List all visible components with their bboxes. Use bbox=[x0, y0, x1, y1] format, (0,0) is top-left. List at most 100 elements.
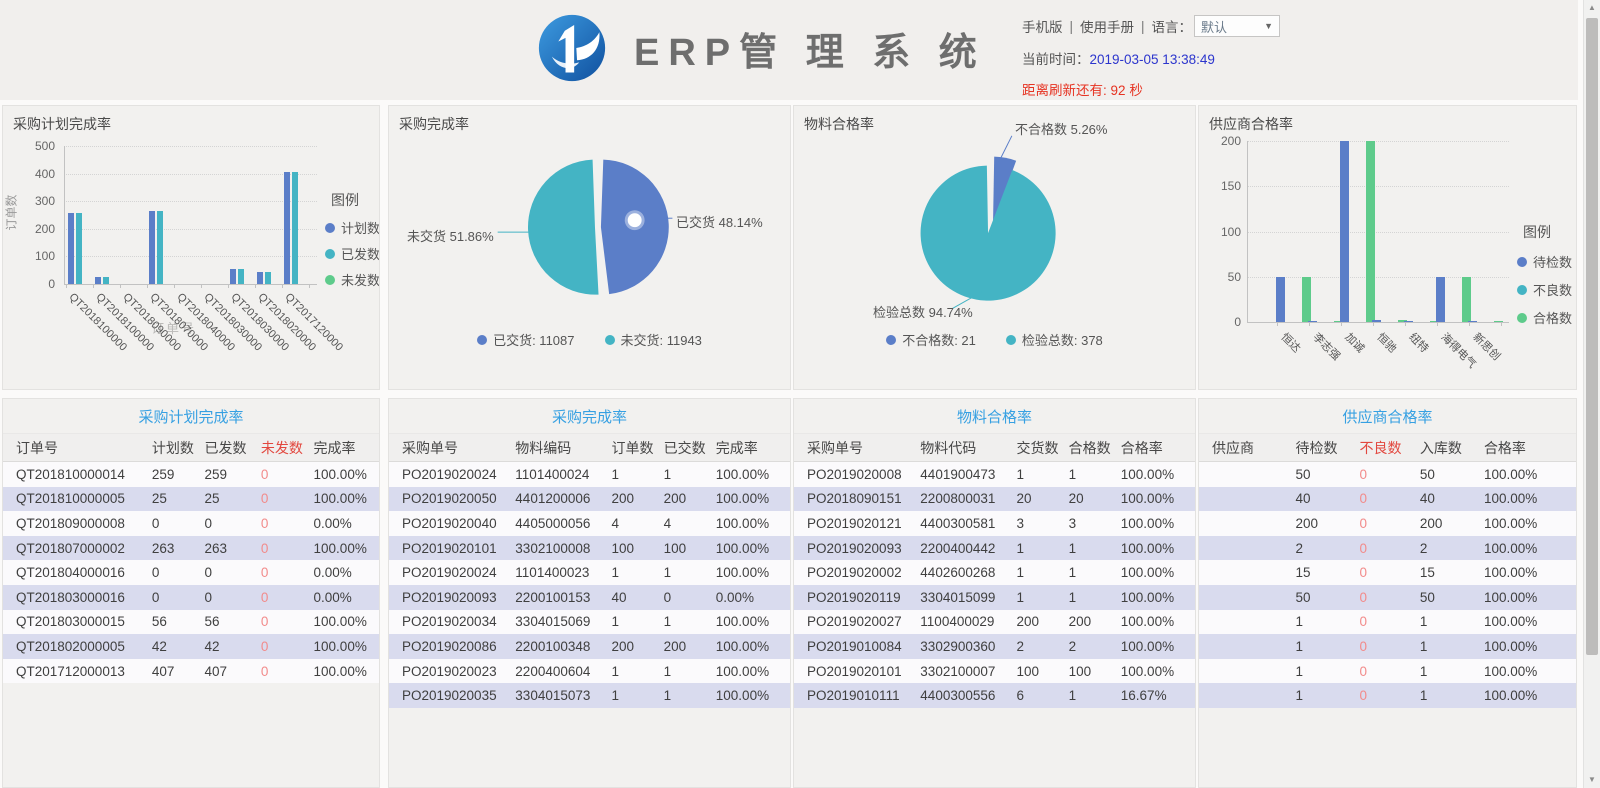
pie-slice-label: 不合格数 5.26% bbox=[1015, 122, 1108, 137]
column-header: 不良数 bbox=[1353, 433, 1414, 462]
column-header: 供应商 bbox=[1199, 433, 1290, 462]
legend-item[interactable]: 不合格数: 21 bbox=[886, 330, 976, 349]
table-cell: 1 bbox=[1010, 535, 1063, 561]
table-cell: 100 bbox=[1010, 658, 1063, 684]
table-cell: 1 bbox=[605, 683, 658, 708]
legend-item[interactable]: 检验总数: 378 bbox=[1005, 330, 1103, 349]
axis-tick-label: 500 bbox=[34, 139, 55, 153]
table-row: PO2019010084 3302900360 2 2 100.00% bbox=[794, 634, 1195, 659]
table-cell: 200 bbox=[657, 486, 710, 512]
table-cell: QT201804000016 bbox=[3, 560, 146, 585]
language-label: 语言： bbox=[1151, 20, 1193, 35]
language-select[interactable]: 默认 ▼ bbox=[1194, 15, 1281, 37]
table-cell: 2 bbox=[1289, 535, 1354, 561]
table-cell: 100.00% bbox=[709, 683, 790, 708]
bar bbox=[1429, 321, 1439, 322]
table-cell: 25 bbox=[198, 486, 255, 512]
bar bbox=[1365, 141, 1375, 322]
data-table: 采购单号 物料代码 交货数 合格数 合格率 PO2019020008 4401900473 1… bbox=[794, 433, 1195, 708]
legend-item[interactable]: 未发数 bbox=[325, 270, 379, 289]
table-cell: 4 bbox=[605, 511, 658, 536]
x-axis-tick bbox=[227, 284, 229, 288]
gridline bbox=[64, 228, 317, 230]
table-cell: 100.00% bbox=[1477, 634, 1576, 659]
y-axis-name: 订单数 bbox=[4, 194, 19, 231]
x-axis-tick bbox=[1373, 322, 1374, 326]
table-cell: 100.00% bbox=[709, 658, 790, 684]
table-cell: 1 bbox=[1062, 584, 1115, 610]
refresh-value: 92 bbox=[1110, 83, 1126, 98]
table-cell: 0 bbox=[1353, 560, 1414, 585]
table-cell: PO2019020027 bbox=[794, 609, 915, 635]
table-cell bbox=[1199, 584, 1290, 610]
data-table: 订单号 计划数 已发数 未发数 完成率 QT201810000014 259 259 0 100.… bbox=[3, 433, 379, 684]
table-cell: 0 bbox=[1353, 634, 1414, 659]
pie-slice-label: 已交货 48.14% bbox=[676, 215, 763, 230]
legend-item[interactable]: 不良数 bbox=[1517, 280, 1572, 299]
mobile-version-link[interactable]: 手机版 bbox=[1022, 20, 1063, 35]
axis-tick-label: 0 bbox=[48, 277, 55, 291]
legend-label: 未交货: 11943 bbox=[620, 333, 702, 348]
axis-tick-label: 0 bbox=[1234, 315, 1241, 329]
legend-item[interactable]: 未交货: 11943 bbox=[604, 330, 702, 349]
table-row: QT201803000015 56 56 0 100.00% bbox=[3, 609, 379, 635]
legend-item[interactable]: 待检数 bbox=[1517, 252, 1572, 271]
table-cell bbox=[1199, 560, 1290, 585]
chart-title: 物料合格率 bbox=[804, 116, 874, 132]
table-cell: 15 bbox=[1413, 560, 1478, 585]
table-cell: 20 bbox=[1010, 486, 1063, 512]
table-header-row: 采购单号 物料编码 订单数 已交数 完成率 bbox=[389, 433, 790, 462]
table-cell: 100.00% bbox=[1477, 609, 1576, 635]
highlight-dot bbox=[627, 213, 642, 228]
axis-tick-label: 150 bbox=[1220, 179, 1241, 194]
table-cell: 100.00% bbox=[709, 560, 790, 585]
table-cell: 2 bbox=[1062, 634, 1115, 659]
legend-item[interactable]: 合格数 bbox=[1517, 308, 1572, 327]
table-row: PO2019020002 4402600268 1 1 100.00% bbox=[794, 560, 1195, 585]
pie-slice bbox=[920, 165, 1056, 301]
table-cell: 100.00% bbox=[1477, 560, 1576, 585]
legend-item[interactable]: 已交货: 11087 bbox=[477, 330, 575, 349]
legend-label: 不良数 bbox=[1533, 283, 1573, 298]
table-cell bbox=[1199, 634, 1290, 659]
bar bbox=[68, 212, 74, 284]
table-row: PO2019020093 2200100153 40 0 0.00% bbox=[389, 584, 790, 610]
refresh-label: 距离刷新还有: bbox=[1022, 83, 1107, 98]
table-cell: PO2019020101 bbox=[389, 535, 510, 561]
scroll-down-arrow[interactable]: ▼ bbox=[1588, 775, 1596, 784]
table-cell: 0.00% bbox=[307, 584, 379, 610]
table-row: 1 0 1 100.00% bbox=[1199, 658, 1576, 684]
vertical-scrollbar[interactable]: ▲ ▼ bbox=[1583, 0, 1600, 788]
table-cell: PO2019010111 bbox=[794, 683, 915, 708]
table-cell: 100 bbox=[1062, 658, 1115, 684]
user-manual-link[interactable]: 使用手册 bbox=[1080, 20, 1135, 35]
column-header: 交货数 bbox=[1010, 433, 1063, 462]
table-cell: 0 bbox=[1353, 535, 1414, 561]
table-cell: 56 bbox=[145, 609, 199, 635]
scrollbar-thumb[interactable] bbox=[1586, 18, 1598, 655]
divider: | bbox=[1069, 18, 1074, 34]
table-cell: 0 bbox=[1353, 584, 1414, 610]
pie-legend: 已交货: 11087 未交货: 11943 bbox=[389, 330, 790, 349]
table-cell: 1 bbox=[657, 658, 710, 684]
table-cell: 0 bbox=[254, 584, 308, 610]
scroll-up-arrow[interactable]: ▲ bbox=[1588, 3, 1596, 12]
pie-slice-label: 未交货 51.86% bbox=[407, 229, 494, 244]
legend-item[interactable]: 计划数 bbox=[325, 218, 379, 237]
gridline bbox=[1247, 231, 1509, 233]
legend-item[interactable]: 已发数 bbox=[325, 244, 379, 263]
table-row: PO2019020035 3304015073 1 1 100.00% bbox=[389, 683, 790, 708]
table-row: QT201712000013 407 407 0 100.00% bbox=[3, 658, 379, 684]
x-axis-label: 加诚 bbox=[1342, 331, 1367, 356]
table-cell: 407 bbox=[145, 658, 199, 684]
table-cell: 0 bbox=[254, 461, 308, 487]
pie-slice bbox=[527, 159, 599, 295]
table-cell: 100.00% bbox=[307, 609, 379, 635]
table-cell: 1 bbox=[605, 560, 658, 585]
table-cell: 100.00% bbox=[1114, 634, 1195, 659]
table-cell: 259 bbox=[198, 461, 255, 487]
table-cell: 200 bbox=[605, 486, 658, 512]
table-cell: QT201809000008 bbox=[3, 511, 146, 536]
table-cell: 2200100348 bbox=[509, 634, 606, 659]
table-cell: 1101400023 bbox=[509, 560, 606, 585]
